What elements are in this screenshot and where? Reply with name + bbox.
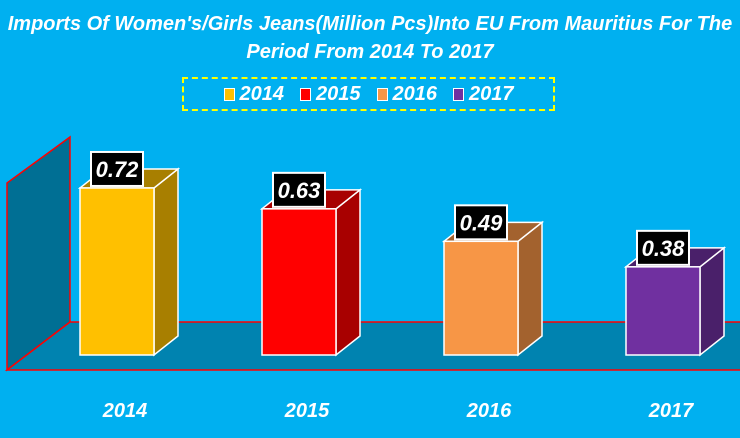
data-label-2014: 0.72	[96, 157, 140, 182]
data-label-box-2017	[636, 229, 690, 266]
data-label-box-2015	[272, 171, 326, 208]
legend-item-2017: 2017	[453, 83, 514, 106]
legend-label: 2014	[239, 82, 285, 105]
bar-side-2016	[517, 220, 543, 357]
data-label-box-2014	[90, 150, 144, 187]
bar-2015	[261, 208, 337, 356]
x-tick-label-2016: 2016	[466, 400, 512, 422]
legend-label: 2017	[469, 82, 514, 105]
chart-title-line2: Period From 2014 To 2017	[246, 41, 494, 63]
legend-swatch	[376, 87, 388, 101]
x-tick-label-2014: 2014	[102, 400, 148, 422]
x-tick-label-2017: 2017	[648, 400, 694, 422]
legend-item-2014: 2014	[223, 82, 285, 106]
data-label-2016: 0.49	[460, 210, 504, 235]
bar-side-2014	[153, 167, 179, 357]
legend-swatch	[223, 87, 235, 101]
legend-label: 2016	[392, 82, 438, 105]
x-tick-label-2015: 2015	[284, 400, 330, 422]
legend-item-2016: 2016	[376, 82, 438, 106]
chart-title-line1: Imports Of Women's/Girls Jeans(Million P…	[7, 13, 733, 35]
legend: 2014 2015 2016 2017	[182, 77, 555, 111]
data-label-2015: 0.63	[278, 178, 321, 203]
legend-label: 2015	[316, 82, 361, 105]
legend-swatch	[300, 87, 311, 101]
legend-swatch	[453, 87, 464, 101]
bar-2017	[625, 266, 701, 356]
bar-2014	[79, 187, 155, 356]
data-label-box-2016	[454, 204, 508, 241]
bar-side-2015	[335, 188, 361, 357]
legend-item-2015: 2015	[300, 83, 361, 106]
data-label-2017: 0.38	[642, 236, 686, 261]
bar-2016	[443, 240, 519, 356]
